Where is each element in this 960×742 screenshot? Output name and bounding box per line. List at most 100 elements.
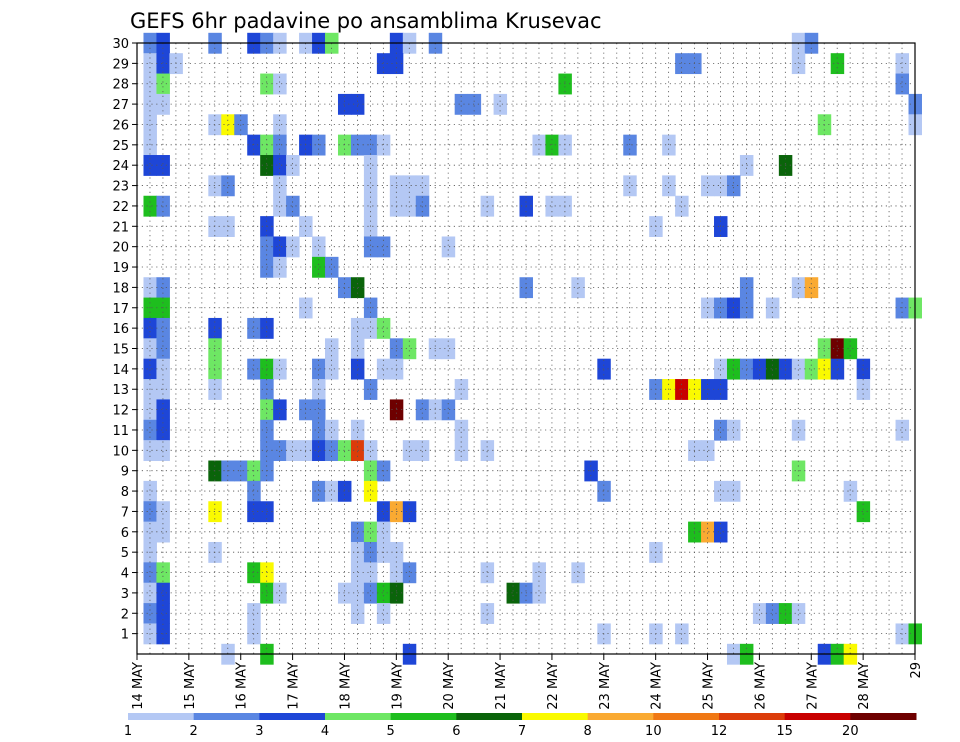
heatmap-cell [273,73,287,95]
heatmap-cell [350,338,365,360]
heatmap-cell [454,440,469,462]
y-tick-label: 24 [112,159,129,174]
heatmap-cell [156,358,170,380]
heatmap-cell [156,277,170,299]
heatmap-cell [376,501,391,523]
heatmap-cell [480,440,495,462]
x-tick-label: 20 MAY [442,662,457,710]
heatmap-cell [415,440,430,462]
heatmap-cell [208,338,222,360]
heatmap-cell [623,175,637,197]
heatmap-cell [156,155,170,176]
heatmap-cell [843,338,858,360]
heatmap-cell [467,93,482,115]
heatmap-cell [350,562,365,584]
colorbar-label: 1 [124,724,132,739]
heatmap-cell [376,236,391,258]
heatmap-cell [143,317,157,339]
heatmap-cell [701,175,715,197]
heatmap-cell [441,236,456,258]
colorbar-swatch [587,713,654,720]
colorbar-swatch [850,713,917,720]
heatmap-cell [363,155,378,176]
heatmap-cell [156,338,170,360]
colorbar-swatch [456,713,523,720]
heatmap-cell [376,582,391,604]
colorbar-swatch [325,713,392,720]
colorbar-label: 5 [387,724,395,739]
heatmap-cell [143,155,157,176]
heatmap-cell [143,73,157,95]
heatmap-cell [545,134,559,156]
heatmap-cell [247,358,261,380]
heatmap-cell [312,358,326,380]
heatmap-cell [765,603,780,624]
heatmap-cell [208,358,222,380]
x-tick-label: 15 MAY [183,662,198,710]
heatmap-cell [415,175,430,197]
heatmap-cell [895,53,910,75]
heatmap-cell [402,562,417,584]
heatmap-cell [830,338,845,360]
heatmap-cell [156,603,170,624]
y-tick-label: 5 [121,546,129,561]
heatmap-cell [156,399,170,421]
heatmap-cell [350,419,365,441]
y-tick-label: 17 [112,302,129,317]
heatmap-cell [350,440,365,462]
colorbar-label: 12 [711,724,728,739]
heatmap-cell [752,603,767,624]
heatmap-cell [376,53,391,75]
heatmap-cell [363,562,378,584]
chart-title: GEFS 6hr padavine po ansamblima Krusevac [130,9,602,33]
colorbar-label: 8 [584,724,592,739]
x-tick-label: 28 MAY [857,662,872,710]
heatmap-cell [273,358,287,380]
heatmap-cell [221,175,235,197]
heatmap-cell [726,175,741,197]
heatmap-cell [247,501,261,523]
y-tick-label: 29 [112,57,129,72]
heatmap-cell [545,195,559,217]
heatmap-cell [480,195,495,217]
heatmap-cell [714,419,728,441]
y-tick-label: 12 [112,404,129,419]
heatmap-cell [856,501,871,523]
heatmap-cell [350,603,365,624]
heatmap-cell [441,338,456,360]
heatmap-cell [143,358,157,380]
heatmap-cell [454,93,469,115]
heatmap-cell [701,440,715,462]
x-tick-label: 18 MAY [338,662,353,710]
heatmap-cell [804,358,819,380]
heatmap-cell [350,521,365,543]
x-tick-label: 16 MAY [235,662,250,710]
colorbar-swatch [390,713,457,720]
heatmap-cell [791,358,806,380]
heatmap-cell [143,562,157,584]
y-tick-label: 15 [112,343,129,358]
heatmap-cell [363,480,378,502]
y-tick-label: 8 [121,485,129,500]
heatmap-cell [143,521,157,543]
heatmap-cell [312,256,326,278]
heatmap-cell [273,175,287,197]
grid-lines [137,43,915,654]
heatmap-cell [312,440,326,462]
heatmap-cell [325,419,339,441]
heatmap-cell [156,562,170,584]
heatmap-cell [376,134,391,156]
heatmap-cell [726,480,741,502]
colorbar-swatch [784,713,851,720]
heatmap-cell [143,419,157,441]
heatmap-cell [350,358,365,380]
heatmap-cell [156,93,170,115]
colorbar-swatch [653,713,720,720]
colorbar-swatch [259,713,326,720]
heatmap-cell [208,175,222,197]
heatmap-cell [714,175,728,197]
y-tick-label: 2 [121,607,129,622]
heatmap-cell [376,521,391,543]
heatmap-cell [675,53,689,75]
heatmap-cell [286,195,300,217]
